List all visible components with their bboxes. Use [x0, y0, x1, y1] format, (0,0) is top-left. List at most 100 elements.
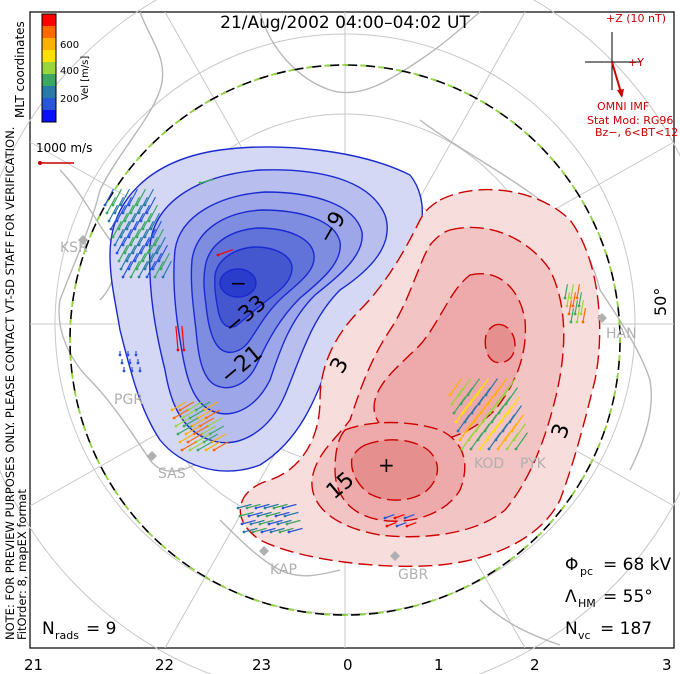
lambda-hm-symbol: Λ: [565, 587, 577, 607]
velocity-vector: [246, 503, 261, 509]
station-label-han: HAN: [606, 326, 637, 342]
velocity-vector: [197, 441, 213, 451]
velocity-vector-origin: [111, 235, 115, 239]
station-label-kod: KOD: [474, 456, 504, 472]
velocity-vector-origin: [178, 440, 182, 444]
velocity-vector: [406, 522, 417, 527]
velocity-vector-origin: [458, 438, 462, 442]
station-label-gbr: GBR: [398, 567, 428, 583]
velocity-vector-origin: [182, 424, 186, 428]
velocity-vector: [118, 244, 128, 262]
coast-east: [599, 289, 652, 471]
velocity-vector-origin: [103, 203, 107, 207]
velocity-vector: [574, 300, 579, 315]
velocity-vector-origin: [236, 506, 240, 510]
velocity-vector: [568, 300, 573, 315]
velocity-vector: [112, 220, 122, 238]
velocity-vector: [136, 252, 146, 270]
velocity-vector-origin: [212, 448, 216, 452]
velocity-vector: [144, 188, 154, 206]
color-bar-swatch: [42, 62, 56, 75]
velocity-vector-origin: [170, 408, 174, 412]
velocity-vector-origin: [256, 514, 260, 518]
velocity-vector-origin: [120, 361, 124, 365]
velocity-vector-origin: [196, 448, 200, 452]
velocity-vector: [128, 220, 138, 238]
velocity-vector-origin: [454, 420, 458, 424]
velocity-vector-origin: [287, 530, 291, 534]
potential-max-marker: +: [378, 453, 395, 477]
velocity-vector-origin: [176, 348, 180, 352]
velocity-vector: [570, 284, 575, 299]
velocity-vector: [177, 425, 193, 435]
velocity-vector-origin: [460, 447, 464, 451]
velocity-vector: [142, 212, 152, 230]
velocity-vector: [201, 425, 217, 435]
velocity-vector: [144, 252, 154, 270]
velocity-vector-origin: [579, 312, 583, 316]
velocity-vector: [130, 196, 140, 214]
velocity-vector: [189, 441, 205, 451]
velocity-vector: [572, 292, 577, 307]
velocity-vector: [197, 409, 213, 419]
velocity-vector: [150, 244, 160, 262]
velocity-vector: [264, 503, 279, 509]
velocity-vector: [134, 244, 144, 262]
mlt-coordinates-label: MLT coordinates: [13, 21, 27, 118]
velocity-vector: [237, 503, 252, 509]
imf-model-line1: Stat Mod: RG96: [587, 114, 673, 127]
color-bar-swatch: [42, 14, 56, 27]
velocity-vector: [461, 432, 474, 450]
velocity-vector: [122, 228, 132, 246]
velocity-vector: [136, 188, 146, 206]
velocity-vector-origin: [128, 361, 132, 365]
reference-vector-dot: [38, 161, 42, 165]
velocity-vector: [243, 527, 258, 533]
velocity-vector: [114, 228, 124, 246]
velocity-vector: [138, 228, 148, 246]
velocity-vector-origin: [569, 296, 573, 300]
velocity-vector: [122, 196, 132, 214]
velocity-vector: [120, 220, 130, 238]
color-bar-frame: [41, 13, 57, 123]
velocity-vector: [175, 417, 191, 427]
phi-pc-symbol: Φ: [565, 555, 578, 575]
velocity-vector: [217, 248, 234, 256]
velocity-vector-origin: [505, 447, 509, 451]
velocity-vector-origin: [478, 447, 482, 451]
velocity-vector: [275, 511, 290, 517]
velocity-vector: [132, 236, 142, 254]
velocity-vector-origin: [448, 393, 452, 397]
color-bar-tick-400: 400: [60, 66, 79, 77]
velocity-vector-origin: [180, 416, 184, 420]
color-bar-tick-200: 200: [60, 94, 79, 105]
velocity-vector: [175, 326, 179, 351]
velocity-vector-origin: [136, 361, 140, 365]
velocity-vector-origin: [405, 524, 409, 528]
velocity-vector: [457, 414, 470, 432]
velocity-vector-origin: [216, 253, 220, 257]
velocity-vector: [566, 292, 571, 307]
nvc-symbol: N: [565, 619, 578, 639]
reference-vector-label: 1000 m/s: [36, 141, 92, 155]
velocity-vector: [205, 409, 221, 419]
velocity-vector-origin: [278, 530, 282, 534]
velocity-vector-origin: [188, 448, 192, 452]
velocity-vector: [148, 204, 158, 222]
velocity-vector-origin: [113, 243, 117, 247]
velocity-vector: [284, 511, 299, 517]
velocity-vector-origin: [573, 312, 577, 316]
velocity-vector: [183, 417, 199, 427]
velocity-vector: [181, 441, 197, 451]
station-label-sas: SAS: [158, 466, 186, 482]
coast-west: [58, 11, 211, 472]
velocity-vector: [140, 204, 150, 222]
color-bar-swatch: [42, 74, 56, 87]
velocity-vector-origin: [575, 296, 579, 300]
color-bar: 600 400 200 Vel [m/s]: [41, 13, 91, 123]
velocity-vector: [179, 433, 195, 443]
velocity-vector-origin: [567, 312, 571, 316]
velocity-vector-origin: [452, 411, 456, 415]
velocity-vector-origin: [198, 181, 202, 185]
velocity-vector: [270, 527, 285, 533]
